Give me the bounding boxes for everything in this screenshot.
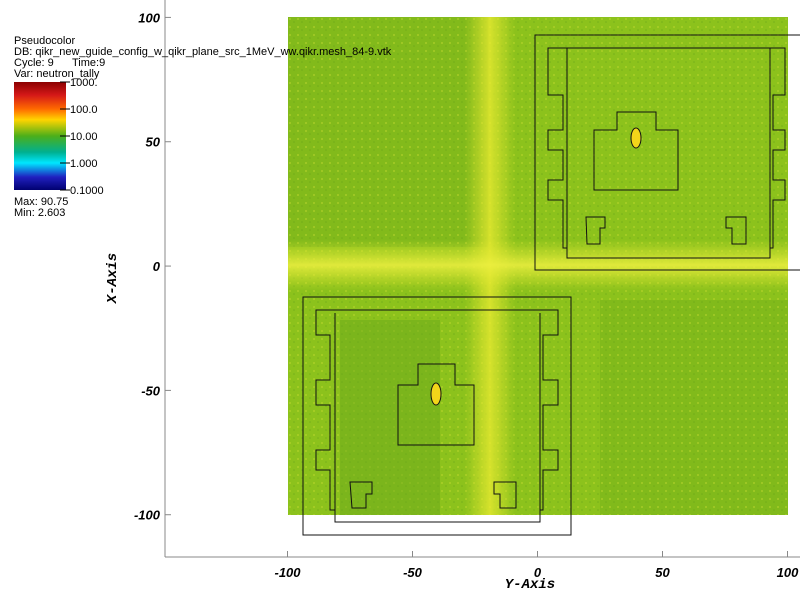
x-tick-label: 100 — [777, 565, 799, 580]
visit-window: Pseudocolor DB: qikr_new_guide_config_w_… — [0, 0, 800, 593]
x-axis-title: Y-Axis — [505, 577, 555, 593]
db-name: DB: qikr_new_guide_config_w_qikr_plane_s… — [14, 46, 392, 58]
min-label: Min: 2.603 — [14, 207, 65, 219]
x-tick-label: -50 — [403, 565, 423, 580]
x-tick-label: 50 — [655, 565, 670, 580]
y-tick-label: -50 — [141, 383, 161, 398]
colorbar — [14, 82, 66, 190]
colorbar-tick-label: 0.1000 — [70, 185, 104, 197]
x-tick-label: 0 — [534, 565, 542, 580]
x-tick-label: -100 — [274, 565, 301, 580]
field — [288, 17, 788, 515]
y-tick-label: 0 — [153, 259, 161, 274]
colorbar-tick-label: 1.000 — [70, 158, 98, 170]
y-tick-label: 100 — [138, 10, 160, 25]
y-tick-label: 50 — [146, 135, 161, 150]
colorbar-tick-label: 10.00 — [70, 131, 98, 143]
y-axis-title: X-Axis — [105, 253, 121, 304]
colorbar-tick-label: 1000. — [70, 77, 98, 89]
y-tick-label: -100 — [134, 508, 161, 523]
colorbar-tick-label: 100.0 — [70, 104, 98, 116]
